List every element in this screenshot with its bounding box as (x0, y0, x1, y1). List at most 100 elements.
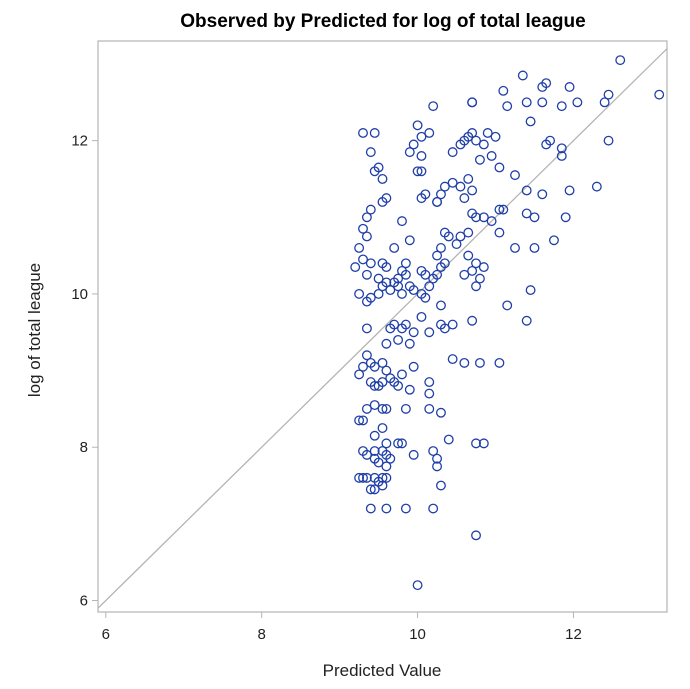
data-point (365, 258, 376, 269)
data-point (521, 208, 532, 219)
data-point (354, 242, 365, 253)
data-point (467, 97, 478, 108)
data-point (424, 327, 435, 338)
data-point (400, 258, 411, 269)
data-point (381, 503, 392, 514)
data-point (393, 438, 404, 449)
data-point (654, 89, 665, 100)
data-point (541, 78, 552, 89)
data-point (463, 227, 474, 238)
data-point (361, 350, 372, 361)
data-point (517, 70, 528, 81)
data-point (397, 369, 407, 380)
data-point (373, 273, 384, 284)
data-point (373, 288, 384, 299)
data-point (428, 446, 439, 456)
data-point (432, 197, 443, 207)
data-point (478, 212, 489, 223)
data-point (463, 174, 474, 184)
data-point (494, 227, 505, 238)
data-point (369, 128, 380, 138)
data-point (424, 128, 435, 138)
data-point (474, 273, 485, 284)
data-point (529, 242, 540, 253)
data-point (381, 365, 392, 376)
data-point (365, 377, 376, 388)
data-point (436, 242, 446, 253)
data-point (591, 181, 602, 192)
data-point (436, 480, 446, 491)
data-point (420, 292, 431, 303)
data-point (404, 235, 415, 246)
data-point (459, 269, 470, 280)
data-point (408, 327, 419, 338)
y-axis-ticks: 6 8 10 12 (71, 133, 98, 610)
data-point (451, 239, 462, 250)
data-point (439, 227, 450, 238)
data-point (436, 262, 446, 273)
data-point (471, 530, 481, 541)
data-point (358, 128, 368, 138)
data-point (474, 357, 485, 368)
data-point (358, 361, 368, 372)
data-point (397, 288, 407, 299)
data-point (412, 580, 423, 591)
data-point (377, 480, 388, 491)
data-point (358, 223, 368, 234)
data-point (361, 269, 372, 280)
data-point (486, 216, 497, 227)
data-point (467, 128, 478, 138)
data-point (556, 151, 567, 161)
data-point (381, 277, 392, 288)
x-tick-label: 8 (258, 626, 266, 643)
data-point (615, 55, 626, 66)
data-point (408, 361, 419, 372)
data-point (377, 472, 388, 483)
data-point (381, 403, 392, 414)
reference-line (97, 48, 668, 609)
data-point (560, 212, 571, 223)
data-point (361, 296, 372, 307)
data-point (369, 484, 380, 495)
data-point (556, 101, 567, 112)
y-tick-label: 8 (80, 439, 88, 456)
data-point (412, 120, 423, 131)
data-point (486, 151, 497, 161)
data-point (447, 354, 458, 365)
data-point (436, 300, 446, 311)
data-point (549, 235, 559, 246)
data-point (397, 438, 407, 449)
data-point (432, 453, 443, 464)
x-tick-label: 10 (409, 626, 426, 643)
data-point (490, 131, 501, 142)
data-point (408, 285, 419, 296)
data-point (381, 472, 392, 483)
data-point (471, 135, 481, 146)
data-point (381, 438, 392, 449)
data-point (361, 212, 372, 223)
data-point (350, 262, 361, 273)
data-point (521, 185, 532, 196)
data-point (404, 147, 415, 158)
data-point (389, 242, 400, 253)
data-point (377, 403, 388, 414)
data-point (373, 380, 384, 391)
data-point (599, 97, 610, 108)
data-point (369, 430, 380, 441)
data-point (459, 193, 470, 204)
data-point (385, 453, 396, 464)
data-point (439, 181, 450, 192)
data-point (358, 254, 368, 265)
data-point (373, 457, 384, 468)
data-point (358, 472, 368, 483)
data-point (365, 503, 376, 514)
data-point (521, 315, 532, 326)
data-point (400, 319, 411, 330)
data-point (393, 380, 404, 391)
data-point (494, 204, 505, 215)
data-point (377, 357, 388, 368)
data-point (467, 315, 478, 326)
data-point (447, 319, 458, 330)
data-point (463, 250, 474, 261)
